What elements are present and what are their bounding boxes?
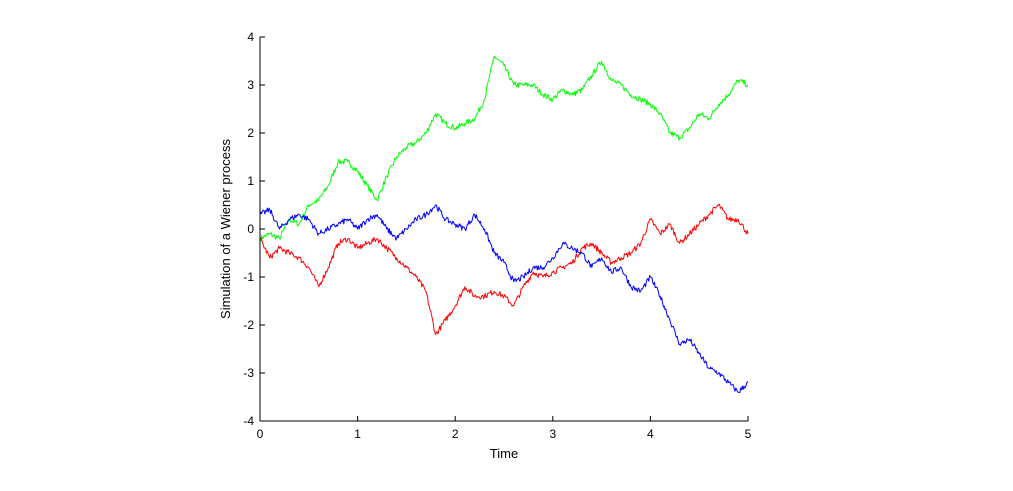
series-line-3: [259, 204, 749, 394]
y-tick-label: 0: [247, 222, 254, 236]
x-tick-label: 3: [549, 427, 556, 441]
y-axis-title: Simulation of a Wiener process: [218, 139, 233, 319]
y-tick-label: 3: [247, 78, 254, 92]
y-tick-label: -3: [243, 366, 254, 380]
x-axis-title: Time: [490, 446, 518, 461]
x-tick-label: 1: [354, 427, 361, 441]
y-tick-label: -2: [243, 318, 254, 332]
x-tick-label: 0: [257, 427, 264, 441]
axes-layer: [259, 37, 748, 422]
y-ticks: -4 -3 -2 -1 0 1 2 3 4: [243, 30, 265, 428]
y-tick-label: 4: [247, 30, 254, 44]
x-tick-label: 4: [647, 427, 654, 441]
y-tick-label: -4: [243, 414, 254, 428]
y-tick-label: -1: [243, 270, 254, 284]
series-line-1: [259, 55, 749, 242]
y-tick-label: 1: [247, 174, 254, 188]
x-ticks: 0 1 2 3 4 5: [257, 416, 752, 441]
x-tick-label: 5: [745, 427, 752, 441]
series-layer: [259, 55, 749, 394]
series-line-2: [259, 203, 749, 336]
y-tick-label: 2: [247, 126, 254, 140]
x-tick-label: 2: [452, 427, 459, 441]
